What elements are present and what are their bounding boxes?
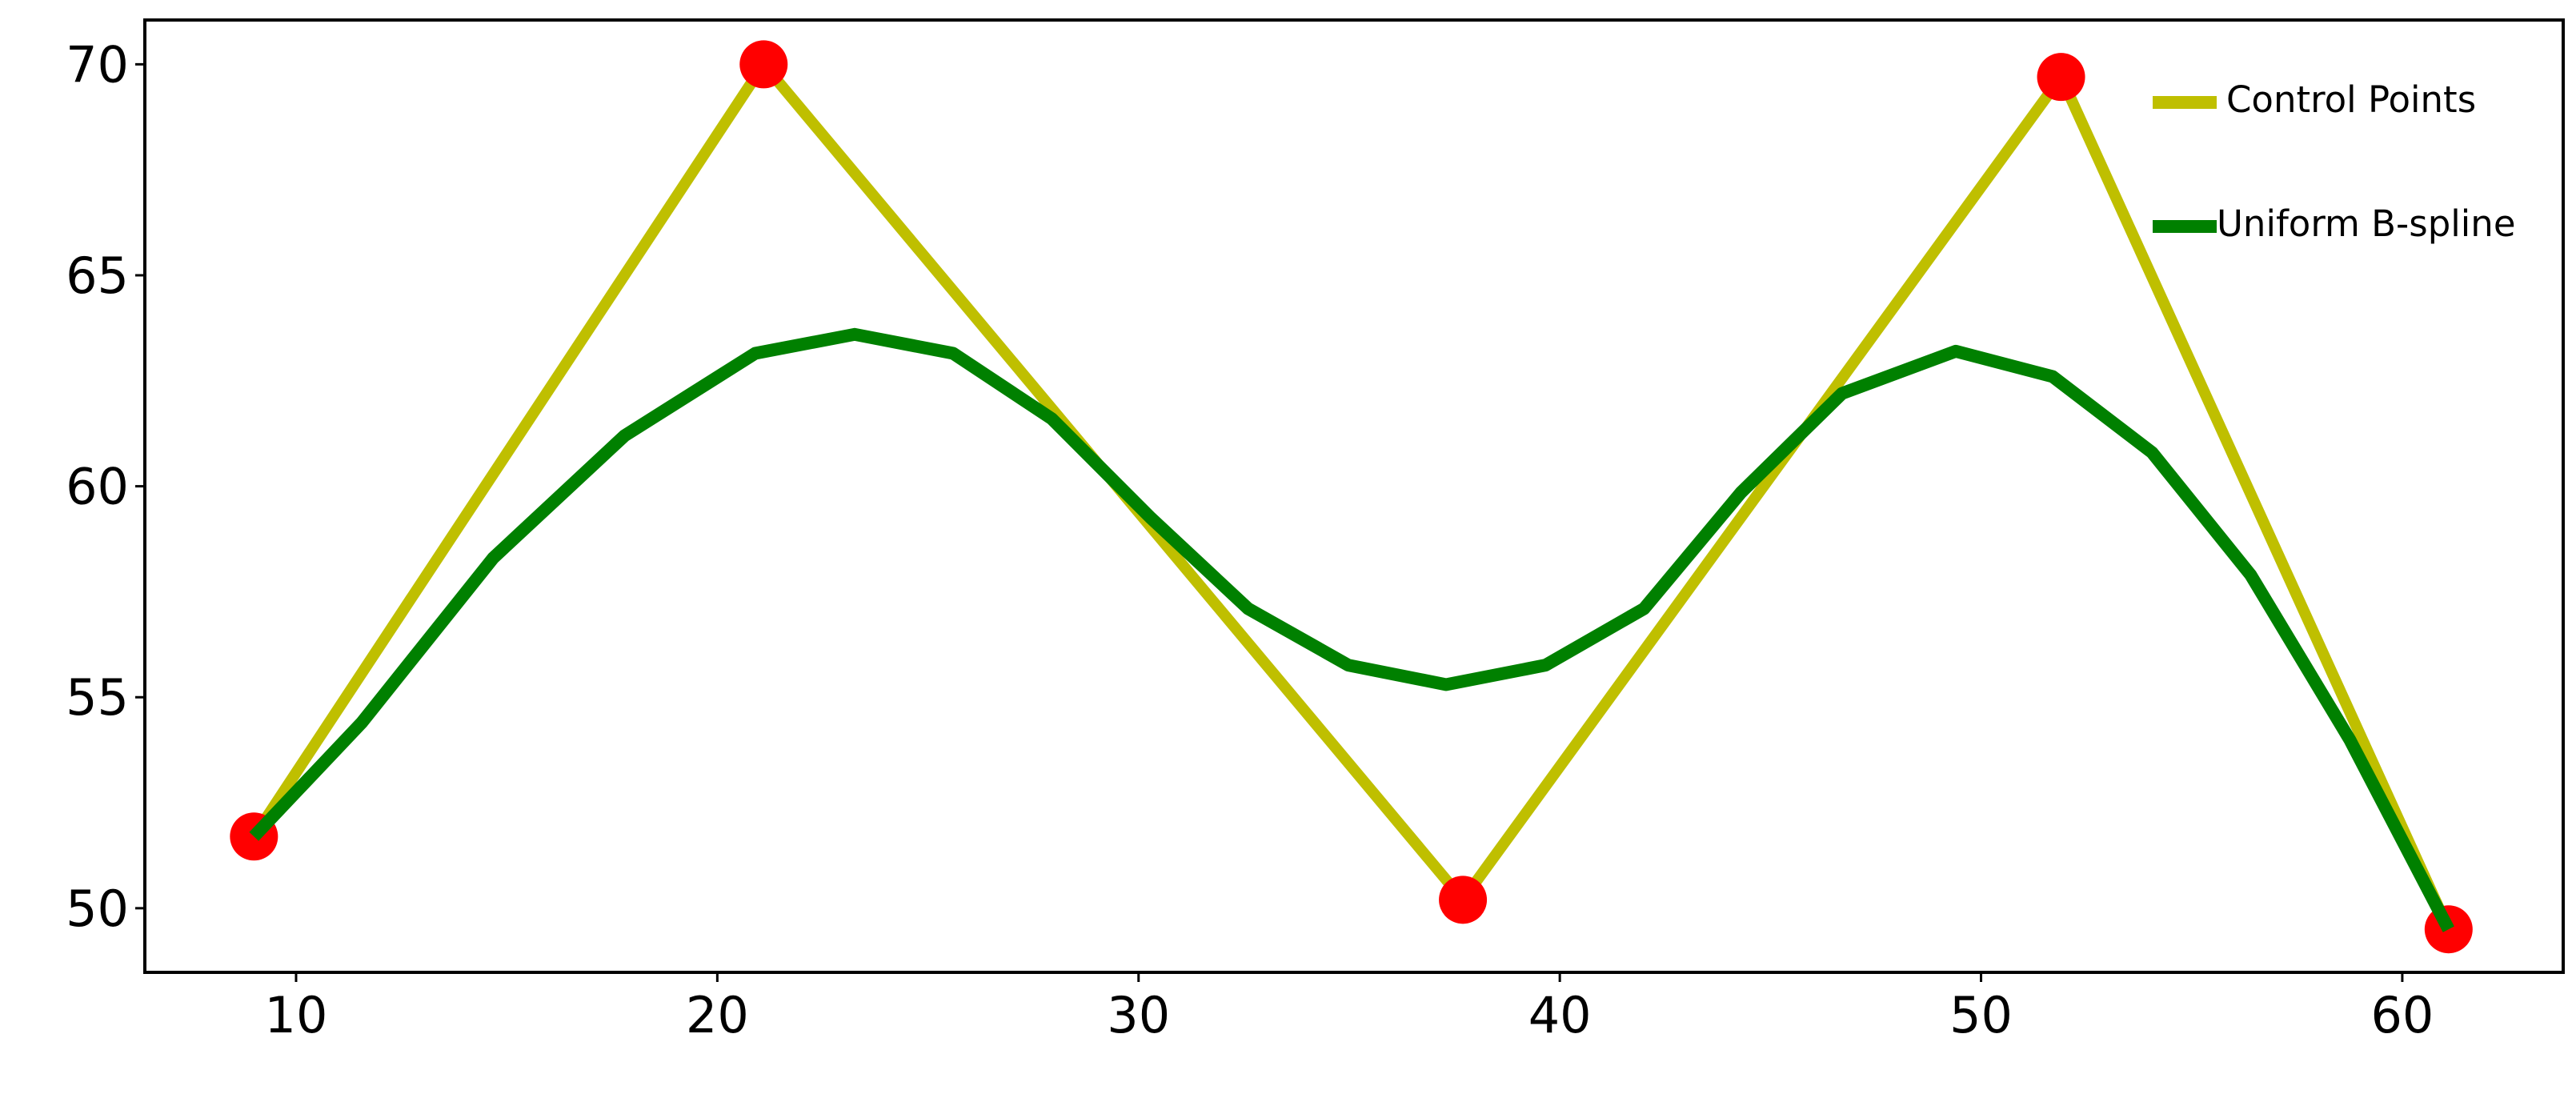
legend-label: Control Points [2226,78,2476,121]
control-point [739,40,788,89]
y-tick-label: 55 [66,668,129,727]
legend-label: Uniform B-spline [2217,202,2516,245]
y-tick-label: 60 [66,458,129,516]
series-line [249,327,2454,932]
y-tick-label: 65 [66,246,129,305]
x-tick-label: 60 [2370,986,2434,1044]
x-tick-label: 40 [1528,986,1592,1044]
control-point [1439,876,1488,924]
control-point [2037,53,2085,102]
x-tick-label: 50 [1949,986,2013,1044]
x-tick-label: 10 [265,986,328,1044]
y-tick-label: 70 [66,35,129,94]
x-tick-label: 20 [686,986,749,1044]
plot-frame [143,18,2565,974]
x-tick-label: 30 [1107,986,1170,1044]
y-tick-label: 50 [66,880,129,938]
